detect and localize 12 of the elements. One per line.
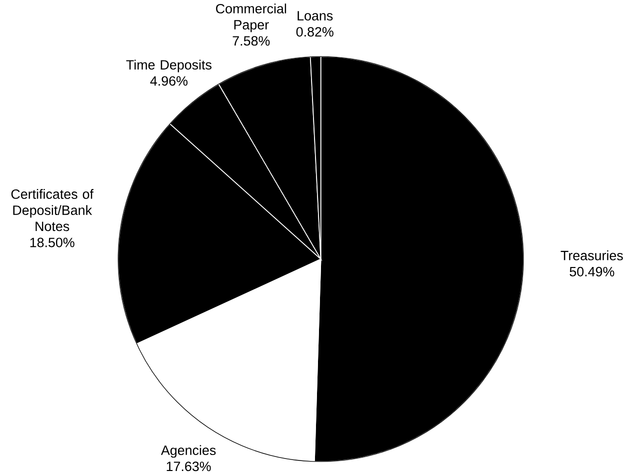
data-label: 0.82% — [296, 27, 334, 37]
slice-label: Loans — [298, 11, 333, 21]
data-label: 18.50% — [30, 238, 74, 248]
data-label: 4.96% — [150, 76, 188, 86]
slice-label: Treasuries — [560, 250, 623, 260]
data-label: 17.63% — [166, 462, 211, 472]
slice-label: Commercial Paper — [216, 4, 286, 32]
slice-label: Certificates of Deposit/Bank Notes — [11, 189, 94, 232]
slice-label: Time Deposits — [126, 60, 212, 72]
data-label: 50.49% — [570, 267, 614, 277]
slice-label: Agencies — [160, 445, 216, 458]
data-label: 7.58% — [232, 36, 270, 46]
